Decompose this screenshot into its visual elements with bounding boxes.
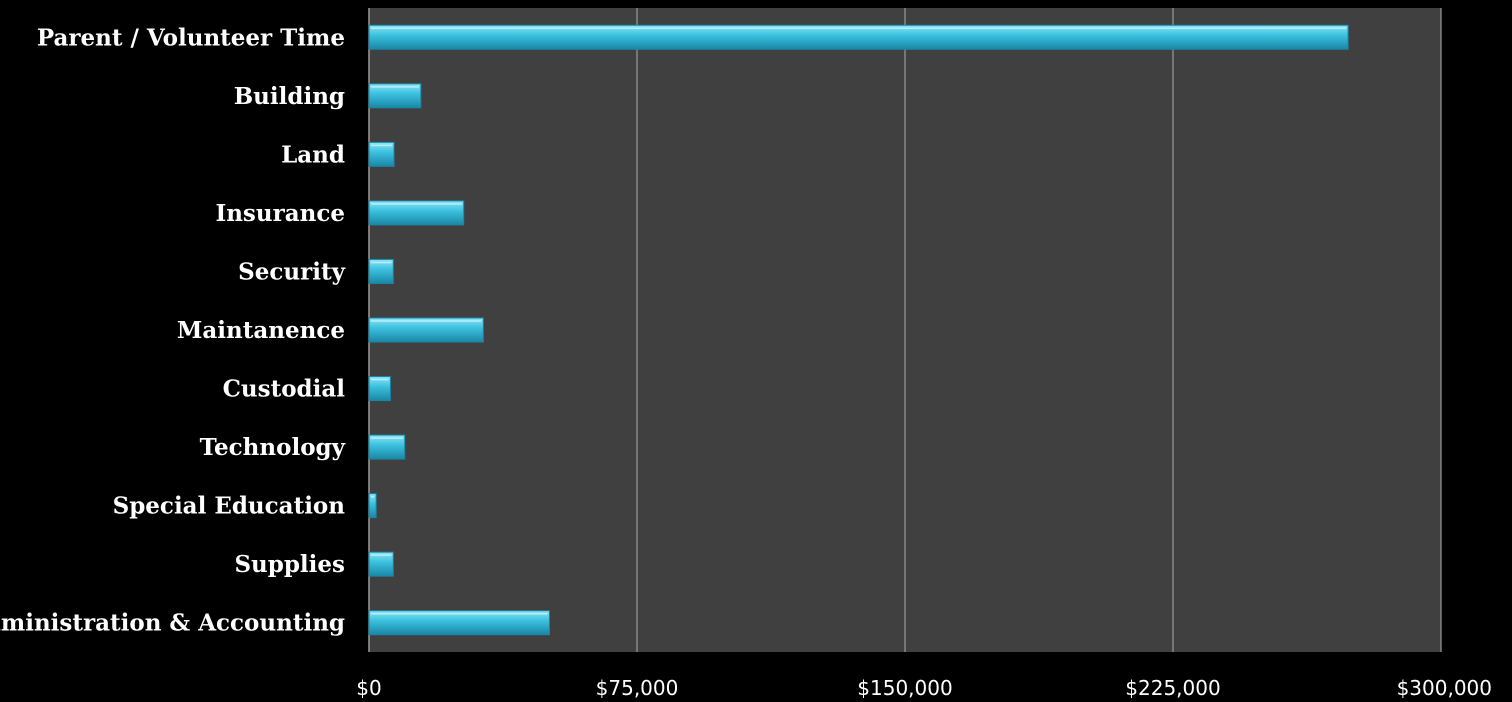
bar xyxy=(368,83,422,109)
bar xyxy=(368,24,1349,50)
x-tick-label: $300,000 xyxy=(1397,676,1492,700)
x-tick-label: $225,000 xyxy=(1125,676,1220,700)
category-label: Maintanence xyxy=(177,317,345,344)
bar xyxy=(368,317,484,343)
category-label: Land xyxy=(281,141,345,168)
bar xyxy=(368,200,465,226)
bar xyxy=(368,493,377,519)
category-label: Special Education xyxy=(113,493,346,520)
category-labels: Parent / Volunteer Time Building Land Insur… xyxy=(0,24,346,636)
category-label: Parent / Volunteer Time xyxy=(37,24,345,51)
bars xyxy=(368,24,1349,636)
x-tick-label: $150,000 xyxy=(857,676,952,700)
category-label: Supplies xyxy=(234,551,345,578)
category-label: Administration & Accounting xyxy=(0,610,345,637)
bar xyxy=(368,434,406,460)
x-tick-label: $75,000 xyxy=(596,676,679,700)
bar xyxy=(368,376,391,402)
bar xyxy=(368,258,394,284)
category-label: Building xyxy=(234,83,345,110)
category-label: Insurance xyxy=(215,200,345,227)
x-axis-tick-labels: $0 $75,000 $150,000 $225,000 $300,000 xyxy=(356,676,1492,700)
category-label: Technology xyxy=(200,434,346,461)
bar xyxy=(368,141,395,167)
x-tick-label: $0 xyxy=(356,676,381,700)
bar xyxy=(368,610,550,636)
category-label: Security xyxy=(238,258,345,285)
bar xyxy=(368,551,394,577)
category-label: Custodial xyxy=(223,376,346,403)
